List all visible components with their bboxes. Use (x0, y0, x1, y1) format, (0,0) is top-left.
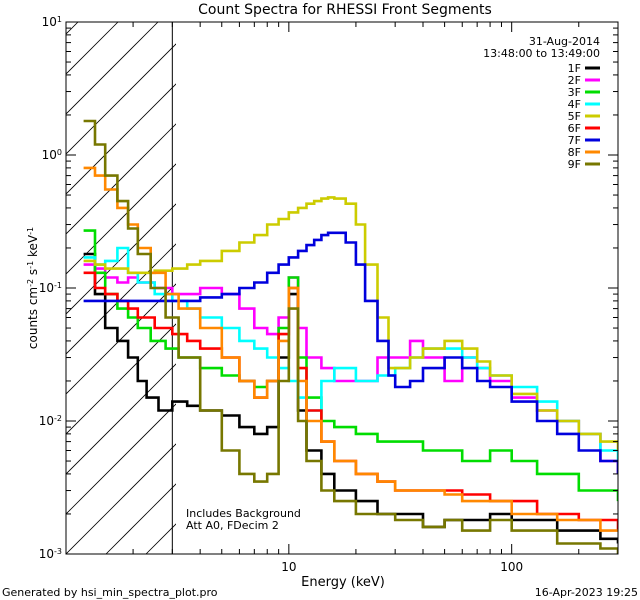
y-tick-label: 10-2 (39, 414, 62, 429)
time-range-label: 13:48:00 to 13:49:00 (483, 47, 600, 60)
x-tick-label: 10 (281, 560, 296, 574)
series-line-4F (83, 246, 618, 461)
series-group (83, 119, 618, 554)
x-tick-labels: 10 100 (281, 560, 523, 574)
y-tick-label: 10-1 (39, 281, 62, 296)
hatch-line (66, 22, 159, 115)
legend-label-1F: 1F (568, 62, 581, 75)
legend-label-5F: 5F (568, 110, 581, 123)
legend-label-4F: 4F (568, 98, 581, 111)
y-axis-label: counts cm-2 s-1 keV-1 (26, 227, 41, 349)
background-annotation: Includes Background (186, 507, 301, 520)
legend-label-6F: 6F (568, 122, 581, 135)
x-axis-label: Energy (keV) (301, 575, 385, 590)
plot-frame (65, 21, 619, 555)
footer-timestamp: 16-Apr-2023 19:25 (535, 586, 638, 599)
y-tick-label: 10-3 (39, 547, 62, 562)
series-line-8F (83, 166, 618, 532)
legend-label-9F: 9F (568, 158, 581, 171)
series-line-9F (83, 119, 618, 554)
series-line-7F (83, 231, 618, 474)
series-line-5F (83, 196, 618, 451)
date-label: 31-Aug-2014 (529, 35, 600, 48)
legend-label-2F: 2F (568, 74, 581, 87)
legend-label-8F: 8F (568, 146, 581, 159)
footer-generator: Generated by hsi_min_spectra_plot.pro (2, 586, 218, 599)
hatch-line (66, 243, 176, 355)
attenuator-annotation: Att A0, FDecim 2 (186, 519, 279, 532)
hatch-line (66, 363, 176, 475)
series-line-3F (83, 229, 618, 502)
x-tick-label: 100 (500, 560, 523, 574)
y-tick-labels: 10-3 10-2 10-1 100 101 (39, 15, 62, 562)
legend-label-7F: 7F (568, 134, 581, 147)
y-tick-label: 101 (42, 15, 62, 30)
hatch-line (66, 403, 176, 515)
y-tick-label: 100 (42, 148, 62, 163)
chart-title: Count Spectra for RHESSI Front Segments (198, 2, 492, 18)
legend-label-3F: 3F (568, 86, 581, 99)
hatch-line (66, 83, 176, 195)
hatch-line (66, 43, 176, 155)
hatch-line (66, 443, 176, 554)
hatch-line (66, 203, 176, 315)
axis-ticks (65, 21, 619, 555)
